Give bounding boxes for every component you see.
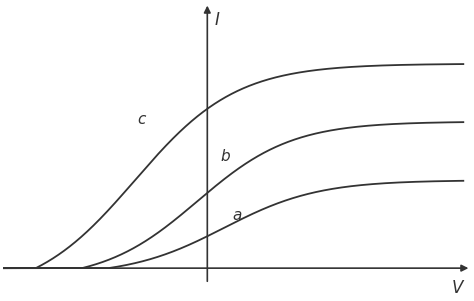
Text: V: V (452, 279, 463, 297)
Text: c: c (137, 112, 146, 127)
Text: I: I (215, 11, 219, 29)
Text: a: a (232, 208, 242, 222)
Text: b: b (220, 149, 230, 164)
